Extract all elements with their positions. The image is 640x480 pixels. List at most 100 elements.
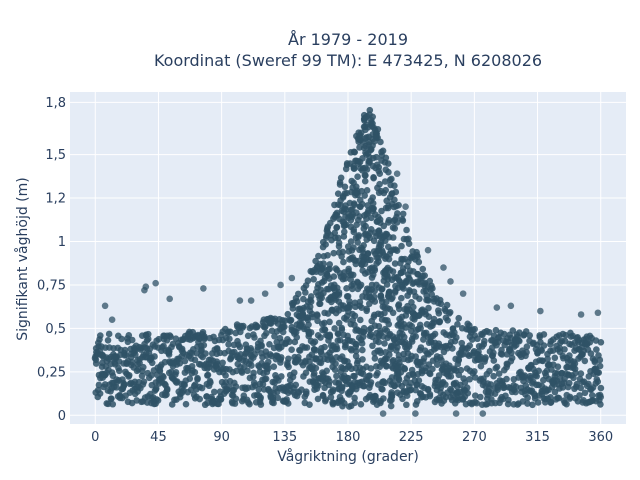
- data-point: [249, 373, 257, 381]
- data-point: [191, 368, 199, 376]
- data-point: [358, 340, 366, 347]
- data-point: [394, 210, 401, 217]
- data-point: [447, 373, 455, 380]
- data-point: [321, 397, 329, 405]
- data-point: [294, 290, 302, 298]
- data-point: [429, 285, 436, 292]
- data-point: [334, 234, 342, 242]
- data-point: [244, 332, 252, 340]
- data-point: [433, 361, 441, 368]
- data-point: [302, 369, 310, 377]
- data-point: [417, 325, 424, 332]
- data-point: [191, 356, 199, 364]
- data-point: [380, 395, 387, 402]
- data-point: [412, 333, 420, 340]
- data-point: [435, 372, 443, 379]
- data-point: [284, 400, 292, 407]
- data-point: [389, 294, 396, 301]
- data-point: [295, 353, 302, 361]
- data-point: [201, 334, 208, 342]
- data-point: [367, 256, 374, 264]
- data-point: [120, 382, 128, 389]
- data-point: [202, 350, 209, 357]
- data-point: [222, 372, 229, 379]
- y-tick-label: 0: [58, 409, 66, 424]
- y-tick-label: 0,25: [37, 365, 66, 380]
- data-point: [474, 335, 481, 343]
- data-point: [335, 239, 343, 247]
- data-point: [182, 400, 190, 408]
- data-point: [403, 392, 411, 399]
- data-point: [351, 373, 358, 380]
- data-point: [495, 370, 503, 377]
- data-point: [350, 228, 358, 236]
- data-point: [594, 378, 602, 386]
- data-point: [361, 192, 368, 199]
- data-point: [493, 363, 501, 371]
- data-point: [330, 273, 338, 280]
- data-point: [415, 377, 423, 384]
- outlier-point: [142, 283, 150, 290]
- data-point: [591, 358, 599, 366]
- data-point: [415, 258, 423, 266]
- data-point: [307, 298, 315, 305]
- data-point: [425, 313, 433, 320]
- data-point: [464, 389, 472, 397]
- outlier-point: [393, 170, 401, 177]
- x-tick-label: 270: [462, 430, 487, 445]
- data-point: [371, 265, 378, 272]
- data-point: [385, 255, 393, 263]
- data-point: [331, 325, 338, 332]
- y-tick-label: 0,5: [45, 322, 66, 337]
- outlier-point: [402, 203, 409, 211]
- data-point: [236, 343, 244, 351]
- data-point: [310, 372, 318, 379]
- data-point: [449, 345, 456, 352]
- data-point: [425, 304, 432, 312]
- data-point: [351, 312, 359, 320]
- data-point: [253, 323, 261, 331]
- data-point: [370, 174, 377, 182]
- data-point: [288, 346, 295, 353]
- data-point: [400, 333, 408, 341]
- data-point: [279, 328, 287, 336]
- data-point: [340, 233, 348, 240]
- data-point: [315, 382, 322, 389]
- data-point: [407, 327, 415, 335]
- data-point: [481, 337, 488, 345]
- data-point: [210, 388, 218, 396]
- x-tick-label: 180: [336, 430, 361, 445]
- data-point: [585, 373, 593, 380]
- data-point: [593, 346, 600, 353]
- data-point: [96, 332, 104, 339]
- x-tick-label: 315: [525, 430, 550, 445]
- data-point: [387, 402, 395, 410]
- data-point: [285, 363, 292, 371]
- data-point: [196, 395, 203, 403]
- y-tick-label: 1: [58, 235, 66, 250]
- data-point: [344, 292, 352, 300]
- data-point: [477, 362, 485, 370]
- data-point: [394, 343, 401, 351]
- y-tick-label: 1,2: [45, 192, 66, 207]
- data-point: [290, 369, 298, 376]
- data-point: [198, 384, 206, 392]
- data-point: [373, 133, 380, 141]
- chart-title-line-2: Koordinat (Sweref 99 TM): E 473425, N 62…: [154, 51, 542, 70]
- data-point: [391, 260, 399, 267]
- data-point: [529, 401, 536, 409]
- data-point: [561, 346, 568, 353]
- data-point: [333, 224, 340, 231]
- data-point: [163, 386, 171, 394]
- outlier-point: [152, 279, 159, 287]
- data-point: [333, 372, 340, 380]
- data-point: [388, 389, 395, 396]
- data-point: [486, 367, 493, 375]
- data-point: [425, 297, 432, 304]
- data-point: [239, 324, 246, 331]
- data-point: [330, 249, 338, 257]
- data-point: [176, 359, 184, 367]
- data-point: [271, 332, 278, 340]
- data-point: [395, 305, 403, 313]
- data-point: [436, 317, 444, 325]
